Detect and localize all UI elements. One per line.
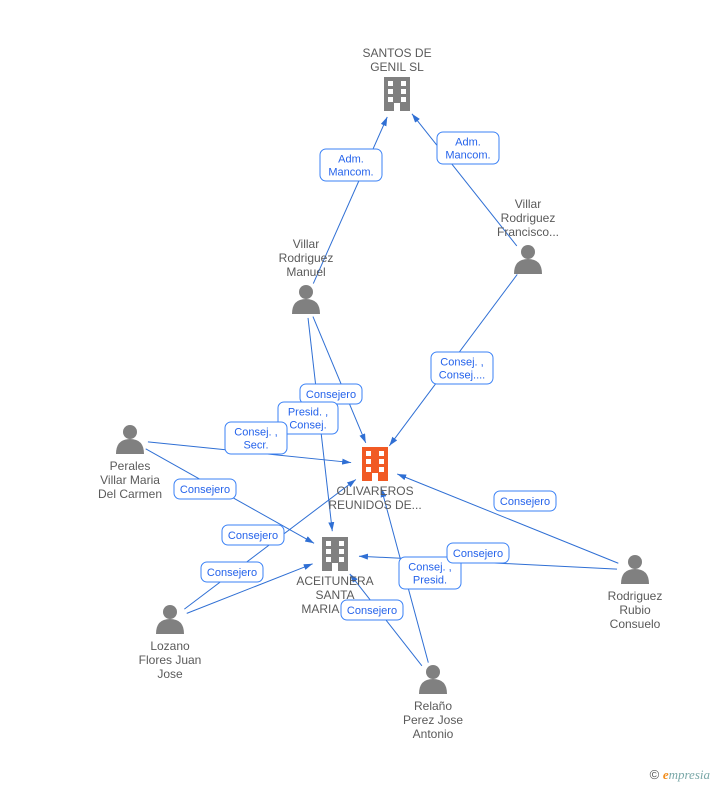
edge-label-lozano-olivareros: Consejero — [222, 525, 284, 545]
edge-label-text: Consej. , — [408, 562, 451, 574]
edge-label-vmanuel-santos: Adm.Mancom. — [320, 149, 382, 181]
edge-label-perales-olivareros: Consej. ,Secr. — [225, 422, 287, 454]
edge-label-perales-aceitunera: Consejero — [174, 479, 236, 499]
edge-label-text: Mancom. — [445, 150, 490, 162]
node-relano[interactable]: RelañoPerez JoseAntonio — [403, 665, 463, 741]
edge-label-text: Consejero — [347, 605, 397, 617]
edge-label-text: Consej. , — [234, 427, 277, 439]
node-lozano[interactable]: LozanoFlores JuanJose — [139, 605, 202, 681]
edge-label-text: Consejero — [500, 496, 550, 508]
edge-label-text: Presid. — [413, 575, 447, 587]
edge-label-text: Adm. — [455, 137, 481, 149]
node-label: Del Carmen — [98, 487, 162, 501]
edge-label-text: Adm. — [338, 154, 364, 166]
edge-label-rodriguez-aceitunera: Consejero — [447, 543, 509, 563]
edge-label-vfrancisco-olivareros: Consej. ,Consej.... — [431, 352, 493, 384]
edge-label-vmanuel-olivareros: Consejero — [300, 384, 362, 404]
node-label: Lozano — [150, 639, 190, 653]
person-icon — [514, 245, 542, 274]
node-label: OLIVAREROS — [336, 484, 413, 498]
node-label: Villar Maria — [100, 473, 160, 487]
node-label: Consuelo — [610, 617, 661, 631]
node-label: Perez Jose — [403, 713, 463, 727]
node-label: Perales — [110, 459, 151, 473]
node-label: Rubio — [619, 603, 651, 617]
edge-label-text: Consej. — [289, 420, 326, 432]
node-label: Rodriguez — [501, 211, 556, 225]
edge-label-text: Consej. , — [440, 357, 483, 369]
node-label: Flores Juan — [139, 653, 202, 667]
edge-label-text: Consejero — [207, 567, 257, 579]
edge-label-lozano-aceitunera: Consejero — [201, 562, 263, 582]
building-icon — [362, 447, 388, 481]
edge-label-text: Consej.... — [439, 370, 485, 382]
edge-label-text: Consejero — [453, 548, 503, 560]
node-santos[interactable]: SANTOS DEGENIL SL — [362, 46, 431, 111]
network-diagram: SANTOS DEGENIL SL OLIVAREROSREUNIDOS DE..… — [0, 0, 728, 795]
edge-label-text: Consejero — [306, 389, 356, 401]
edge-label-rodriguez-olivareros: Consejero — [494, 491, 556, 511]
edge-label-text: Mancom. — [328, 167, 373, 179]
node-label: Rodriguez — [279, 251, 334, 265]
node-label: Villar — [515, 197, 541, 211]
node-label: Manuel — [286, 265, 325, 279]
edge-label-text: Consejero — [180, 484, 230, 496]
edge-label-text: Presid. , — [288, 407, 328, 419]
copyright-symbol: © — [650, 767, 660, 782]
node-label: Villar — [293, 237, 319, 251]
node-vmanuel[interactable]: VillarRodriguezManuel — [279, 237, 334, 314]
node-olivareros[interactable]: OLIVAREROSREUNIDOS DE... — [328, 447, 421, 512]
person-icon — [156, 605, 184, 634]
node-label: REUNIDOS DE... — [328, 498, 421, 512]
person-icon — [116, 425, 144, 454]
person-icon — [292, 285, 320, 314]
node-perales[interactable]: PeralesVillar MariaDel Carmen — [98, 425, 162, 501]
edge-label-text: Consejero — [228, 530, 278, 542]
node-label: ACEITUNERA — [296, 574, 373, 588]
node-label: Relaño — [414, 699, 452, 713]
building-icon — [384, 77, 410, 111]
footer-credit: © empresia — [650, 767, 710, 783]
node-label: Antonio — [413, 727, 454, 741]
edge-label-relano-aceitunera: Consejero — [341, 600, 403, 620]
node-rodriguez[interactable]: RodriguezRubioConsuelo — [608, 555, 663, 631]
node-vfrancisco[interactable]: VillarRodriguezFrancisco... — [497, 197, 559, 274]
node-label: SANTOS DE — [362, 46, 431, 60]
edge-label-text: Secr. — [243, 440, 268, 452]
building-icon — [322, 537, 348, 571]
node-label: Francisco... — [497, 225, 559, 239]
person-icon — [621, 555, 649, 584]
node-label: Rodriguez — [608, 589, 663, 603]
node-label: Jose — [157, 667, 183, 681]
brand-rest: mpresia — [669, 767, 710, 782]
edge-label-vfrancisco-santos: Adm.Mancom. — [437, 132, 499, 164]
node-label: GENIL SL — [370, 60, 424, 74]
person-icon — [419, 665, 447, 694]
